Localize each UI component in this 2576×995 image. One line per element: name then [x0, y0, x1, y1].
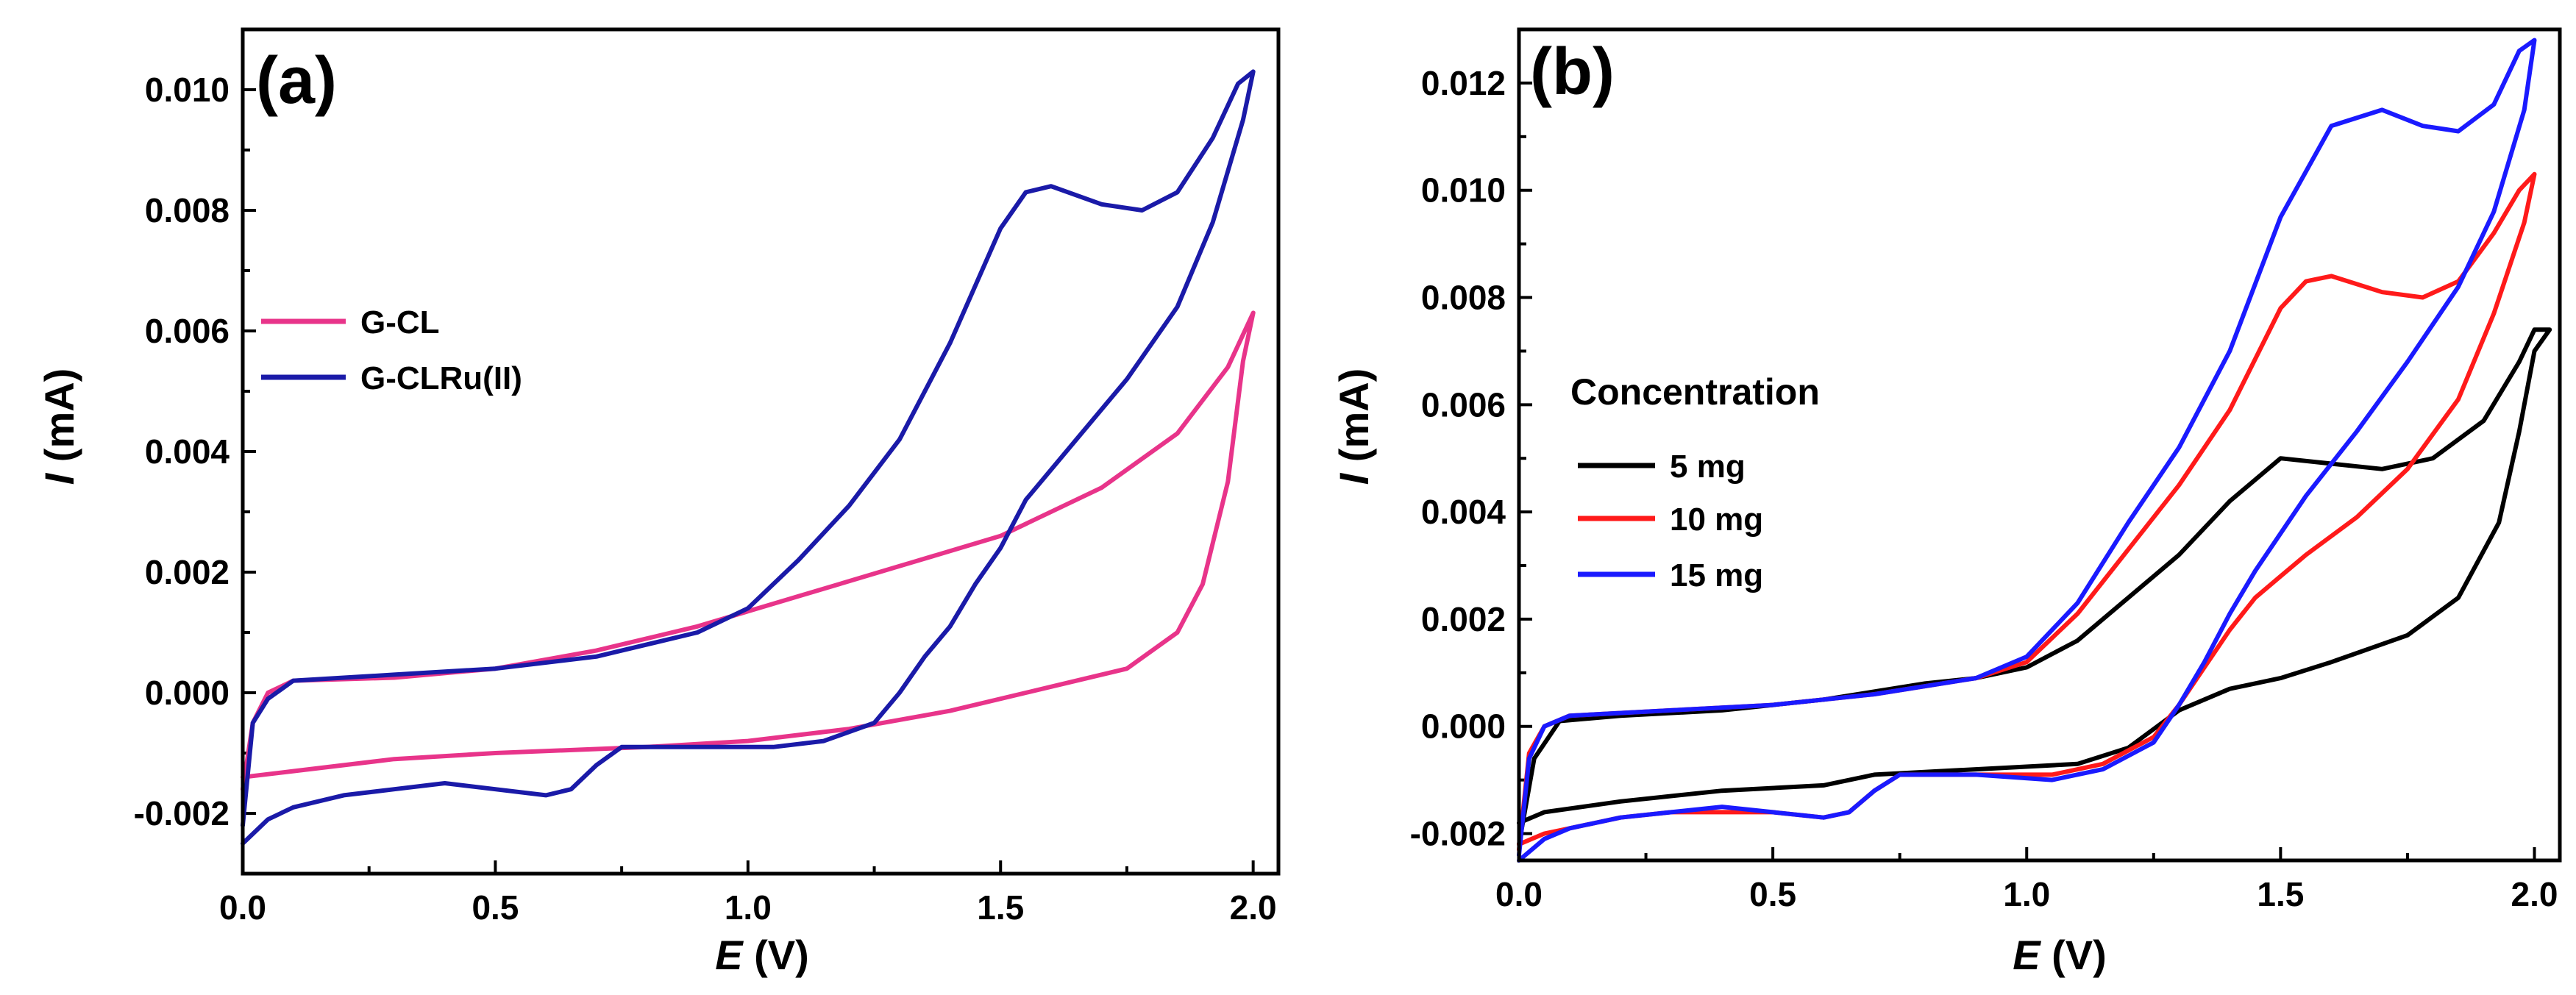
panel-b-x-tick-label: 1.5 — [2257, 875, 2304, 913]
panel-a: I (mA) E (V) 0.0 0.5 1.0 1.5 2.0-0.0020.0000… — [36, 27, 1281, 978]
panel-b-x-tick-label: 0.5 — [1749, 875, 1796, 913]
panel-a-y-tick-label: 0.010 — [145, 71, 230, 109]
panel-b-series — [1517, 38, 2552, 863]
panel-a-x-tick-label: 1.5 — [977, 888, 1024, 927]
panel-b-xlabel-symbol: E — [2013, 932, 2041, 978]
panel-a-xlabel-symbol: E — [715, 932, 744, 978]
panel-b-y-tick-label: 0.008 — [1421, 279, 1506, 317]
panel-a-y-tick-label: 0.002 — [145, 553, 230, 591]
panel-a-x-tick-label: 0.0 — [219, 888, 266, 927]
panel-a-label: (a) — [256, 44, 337, 118]
panel-a-y-axis-label: I (mA) — [36, 368, 82, 485]
panel-b-legend: Concentration 5 mg 10 mg 15 mg — [1570, 371, 1820, 593]
panel-a-y-tick-label: 0.006 — [145, 312, 230, 350]
panel-a-y-tick-label: 0.008 — [145, 191, 230, 229]
svg-text:I (mA): I (mA) — [1331, 368, 1377, 485]
panel-b-label: (b) — [1530, 35, 1615, 109]
panel-a-series — [241, 69, 1256, 846]
panel-b-xlabel-unit: (V) — [2040, 932, 2107, 978]
panel-a-plot-frame — [241, 27, 1281, 876]
legend-label-g-cl: G-CL — [360, 304, 440, 340]
legend-label-g-clru-ii: G-CLRu(II) — [360, 360, 522, 396]
panel-a-x-tick-label: 0.5 — [472, 888, 519, 927]
panel-b-plot-frame — [1517, 27, 2562, 863]
legend-label-15mg: 15 mg — [1670, 557, 1763, 593]
panel-b-x-tick-label: 0.0 — [1495, 875, 1543, 913]
panel-b-y-tick-label: 0.010 — [1421, 171, 1506, 210]
panel-b-series-15-mg — [1517, 38, 2537, 863]
panel-a-y-tick-label: -0.002 — [134, 794, 230, 832]
svg-text:I (mA): I (mA) — [36, 368, 82, 485]
legend-label-5mg: 5 mg — [1670, 449, 1746, 485]
panel-a-xlabel-unit: (V) — [743, 932, 809, 978]
panel-a-ylabel-symbol: I — [36, 472, 82, 485]
panel-b-x-axis-label: E (V) — [2013, 932, 2107, 978]
panel-a-legend: G-CL G-CLRu(II) — [261, 304, 522, 396]
panel-a-y-tick-label: 0.000 — [145, 674, 230, 712]
legend-title-concentration: Concentration — [1570, 371, 1820, 413]
panel-a-series-g-clru-ii — [241, 69, 1256, 846]
panel-b-y-tick-label: 0.004 — [1421, 493, 1506, 531]
panel-a-y-tick-label: 0.004 — [145, 432, 230, 471]
legend-label-10mg: 10 mg — [1670, 502, 1763, 538]
panel-b-y-tick-label: 0.012 — [1421, 64, 1506, 102]
panel-b-ylabel-symbol: I — [1331, 472, 1377, 485]
panel-a-ylabel-unit: (mA) — [36, 368, 82, 474]
panel-b-ylabel-unit: (mA) — [1331, 368, 1377, 474]
panel-a-x-tick-label: 1.0 — [725, 888, 772, 927]
panel-b-tick-labels: 0.0 0.5 1.0 1.5 2.0 -0.002 0.000 0.002 0.004 0.00… — [1410, 64, 2558, 913]
panel-b-y-tick-label: 0.006 — [1421, 385, 1506, 424]
panel-b-y-tick-label: 0.002 — [1421, 600, 1506, 638]
panel-b: I (mA) E (V) 0.0 0.5 1.0 1.5 2.0-0.0020.0000… — [1331, 27, 2562, 978]
panel-b-x-tick-label: 2.0 — [2511, 875, 2558, 913]
panel-b-y-axis-label: I (mA) — [1331, 368, 1377, 485]
panel-b-y-tick-label: 0.000 — [1421, 707, 1506, 746]
panel-a-x-axis-label: E (V) — [715, 932, 809, 978]
panel-a-tick-labels: 0.0 0.5 1.0 1.5 2.0 -0.002 0.000 0.002 0.004 0.00… — [134, 71, 1277, 927]
panel-b-x-tick-label: 1.0 — [2003, 875, 2050, 913]
panel-a-x-tick-label: 2.0 — [1230, 888, 1277, 927]
panel-b-y-tick-label: -0.002 — [1410, 815, 1506, 853]
